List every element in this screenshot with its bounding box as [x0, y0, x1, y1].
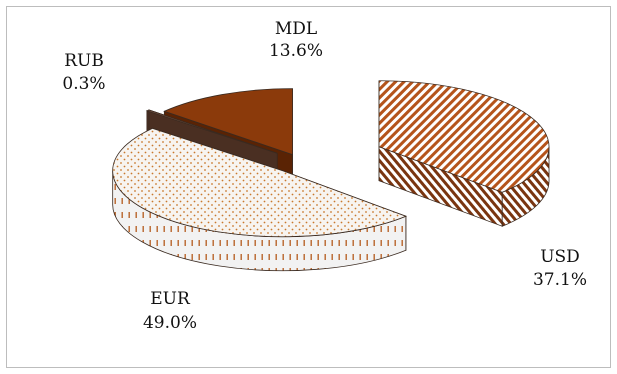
labels: MDL 13.6% RUB 0.3% USD 37.1% EUR 49.0%	[62, 19, 587, 333]
slice-mdl-top	[163, 88, 293, 156]
label-mdl-name: MDL	[275, 19, 317, 39]
slice-rub-top	[145, 109, 278, 154]
slice-usd	[378, 80, 550, 227]
label-usd-name: USD	[540, 247, 580, 267]
slice-usd-top	[378, 80, 550, 193]
label-usd-value: 37.1%	[533, 270, 587, 290]
label-eur-name: EUR	[150, 289, 191, 309]
label-rub-value: 0.3%	[62, 74, 105, 94]
label-rub-name: RUB	[64, 51, 104, 71]
label-mdl-value: 13.6%	[269, 41, 323, 61]
slice-eur	[112, 127, 407, 272]
slice-eur-top	[112, 127, 407, 238]
label-eur-value: 49.0%	[143, 313, 197, 333]
pie-slices	[112, 80, 550, 272]
